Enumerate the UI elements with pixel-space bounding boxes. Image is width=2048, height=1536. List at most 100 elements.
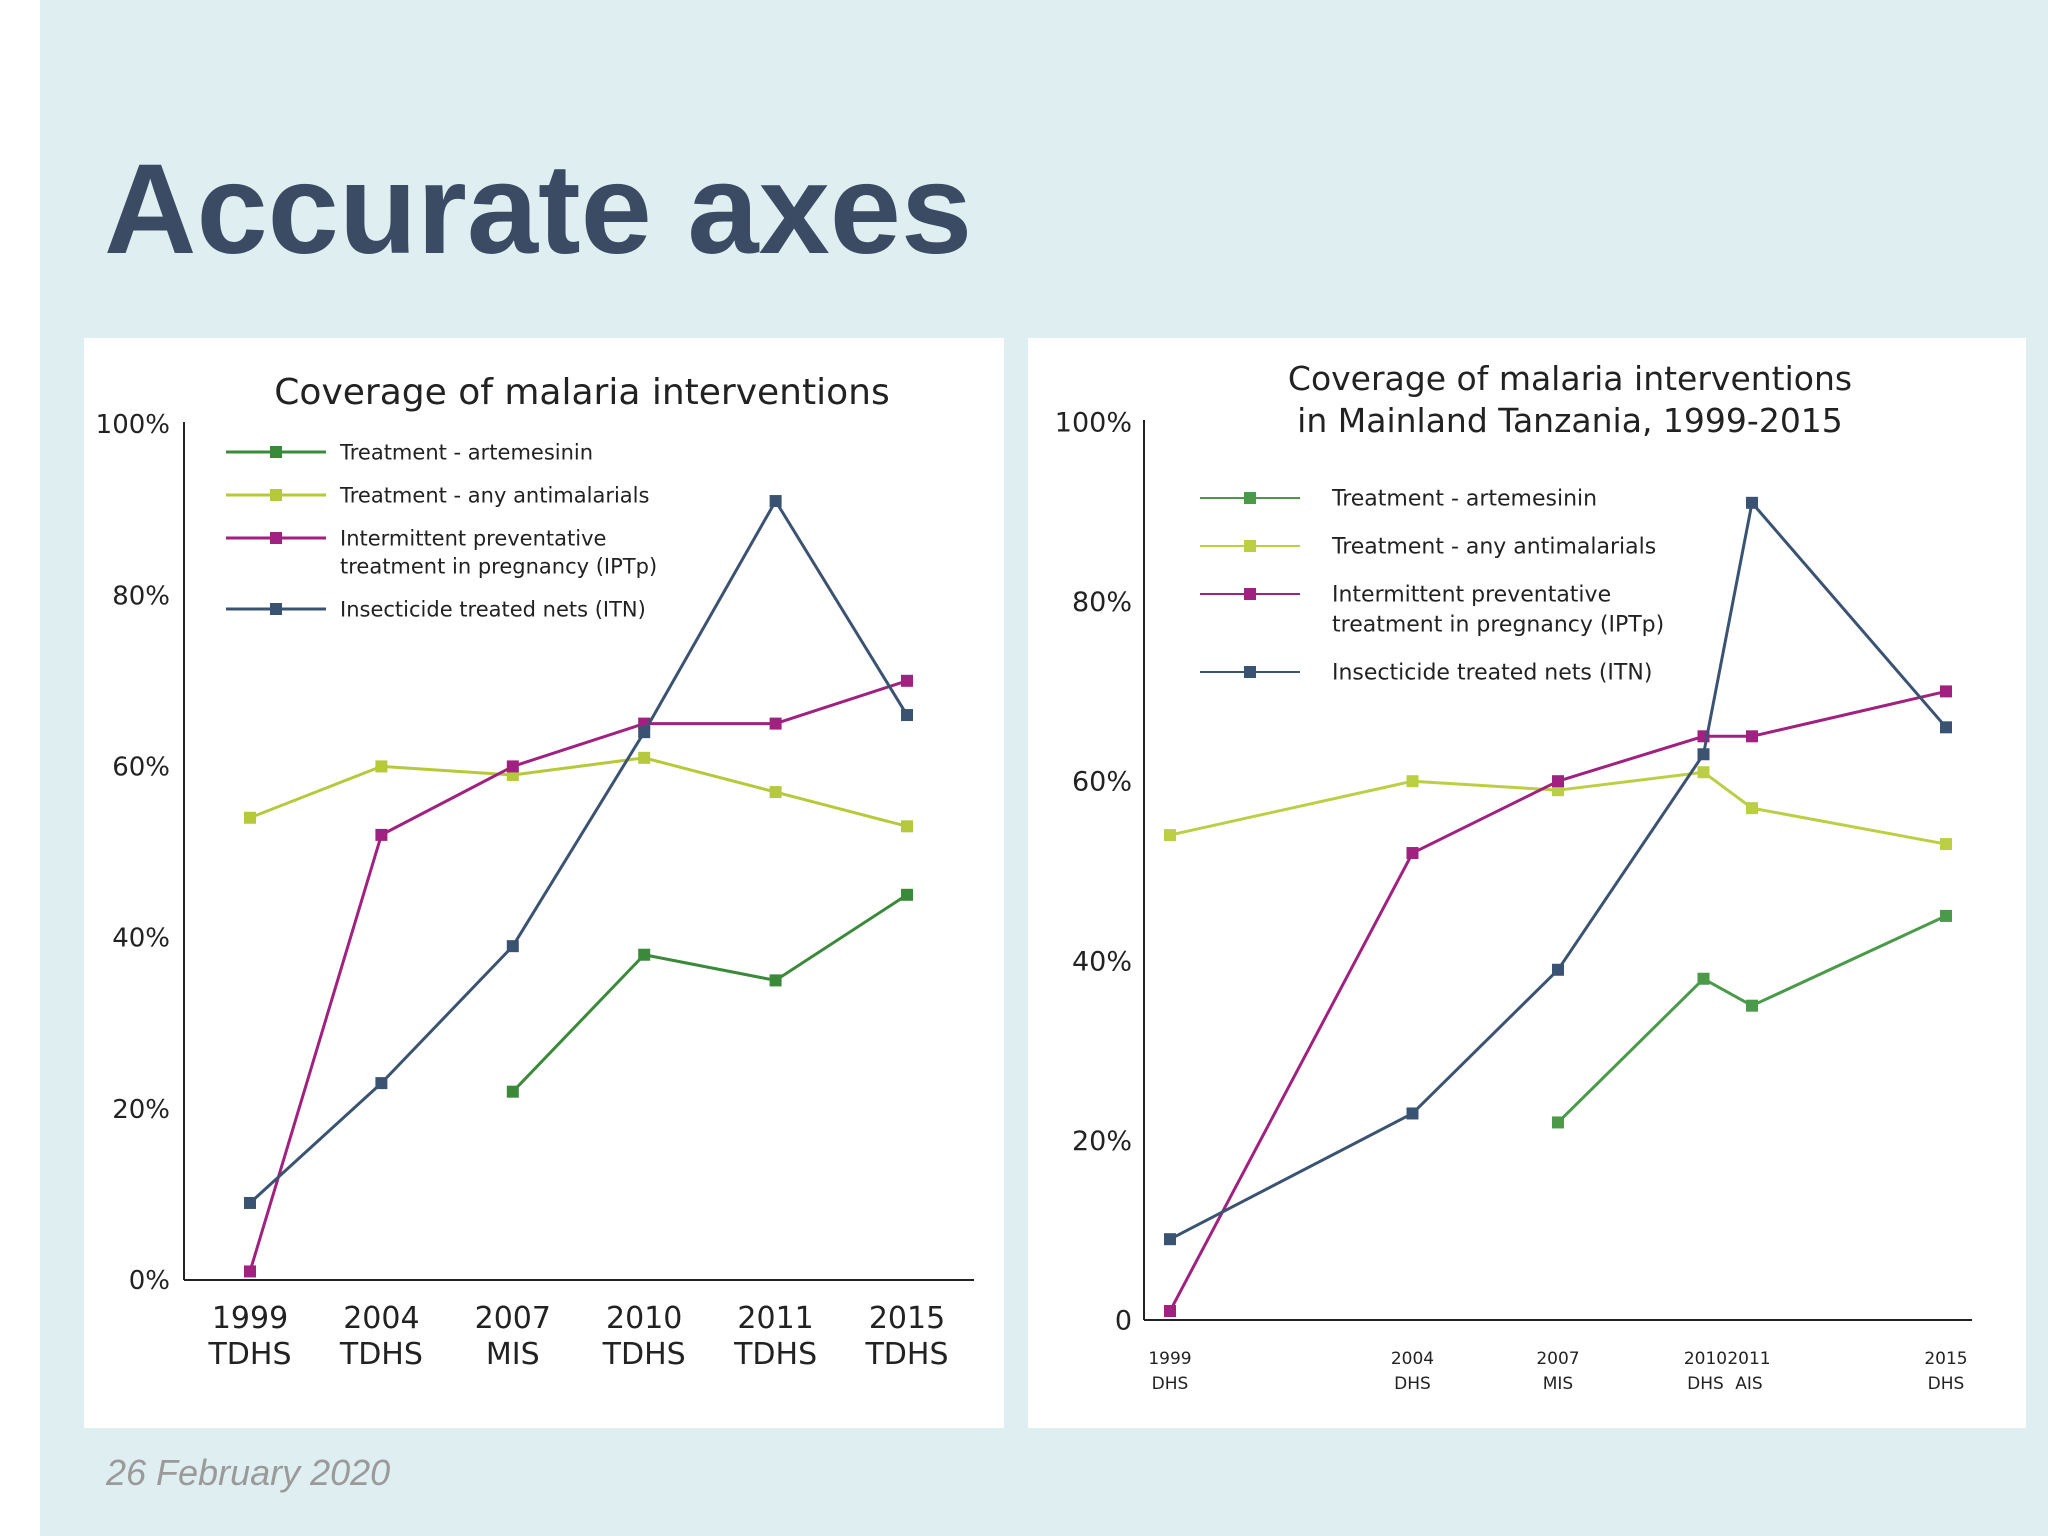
left-chart-y-tick-label: 40% xyxy=(112,924,170,954)
footer-date: 26 February 2020 xyxy=(106,1452,391,1493)
right-chart-data-point xyxy=(1940,721,1952,734)
right-chart-data-point xyxy=(1746,999,1758,1012)
left-chart-y-tick-label: 60% xyxy=(112,753,170,783)
left-chart-series-line-0 xyxy=(511,893,908,1093)
left-chart-data-point xyxy=(769,717,782,730)
right-chart-data-point xyxy=(1697,766,1710,779)
right-chart-legend-label: Treatment - any antimalarials xyxy=(1331,535,1656,560)
left-chart-x-tick-label: 2007 xyxy=(475,1301,551,1336)
left-edge-strip xyxy=(0,0,40,1536)
left-chart-data-point xyxy=(506,760,519,773)
right-chart-series-line-1 xyxy=(1169,770,1947,846)
left-chart-data-point xyxy=(638,948,651,961)
right-chart-legend-label: Treatment - artemesinin xyxy=(1331,487,1597,512)
right-chart-data-point xyxy=(1940,685,1952,698)
left-chart-x-tick-label: 1999 xyxy=(212,1301,288,1336)
left-chart-y-tick-label: 20% xyxy=(112,1095,170,1125)
left-chart-legend-swatch-marker xyxy=(270,532,282,544)
left-chart-x-tick-label: MIS xyxy=(486,1337,540,1372)
left-chart-legend-label: treatment in pregnancy (IPTp) xyxy=(340,554,657,578)
left-chart-data-point xyxy=(375,1077,388,1090)
right-chart-y-tick-label: 100% xyxy=(1055,407,1132,438)
left-chart-x-tick-label: TDHS xyxy=(339,1337,423,1372)
chart-left-svg: Coverage of malaria interventions 0% 20% 40… xyxy=(96,372,974,1372)
left-chart-y-tick-label: 80% xyxy=(112,581,170,611)
right-chart-legend-swatch-marker xyxy=(1244,666,1256,678)
right-chart-x-tick-label: 2010 xyxy=(1684,1349,1727,1369)
right-chart-x-tick-label: 2004 xyxy=(1391,1349,1434,1369)
left-chart-data-point xyxy=(244,811,256,824)
left-chart-legend-swatch-marker xyxy=(270,489,282,501)
left-chart-x-tick-label: 2004 xyxy=(343,1301,419,1336)
right-chart-data-point xyxy=(1746,730,1758,743)
left-chart-legend-swatch-marker xyxy=(270,603,282,615)
right-chart-data-point xyxy=(1697,748,1710,761)
left-chart-legend-label: Intermittent preventative xyxy=(340,526,606,550)
right-chart-x-tick-label: AIS xyxy=(1735,1374,1762,1394)
left-chart-data-point xyxy=(769,495,782,508)
left-chart-x-tick-label: 2011 xyxy=(737,1301,813,1336)
right-chart-data-point xyxy=(1406,1107,1419,1120)
left-chart-data-point xyxy=(244,1196,256,1209)
left-chart-legend-label: Insecticide treated nets (ITN) xyxy=(340,597,646,621)
right-chart-title-line: in Mainland Tanzania, 1999-2015 xyxy=(1297,401,1843,440)
right-chart-series-line-2 xyxy=(1168,689,1947,1312)
right-chart-data-point xyxy=(1552,775,1564,788)
right-chart-x-tick-label: 1999 xyxy=(1148,1349,1191,1369)
right-chart-x-tick-label: 2015 xyxy=(1924,1349,1967,1369)
left-chart-x-tick-label: 2015 xyxy=(869,1301,945,1336)
right-chart-x-tick-label: MIS xyxy=(1543,1374,1573,1394)
left-chart-data-point xyxy=(901,674,913,687)
left-chart-data-point xyxy=(769,786,782,799)
right-chart-data-point xyxy=(1940,909,1952,922)
left-chart-data-point xyxy=(638,726,651,739)
left-chart-series-line-2 xyxy=(248,679,908,1272)
right-chart-x-tick-label: DHS xyxy=(1687,1374,1724,1394)
right-chart-legend-swatch-marker xyxy=(1244,540,1256,552)
left-chart-data-point xyxy=(375,828,388,841)
right-chart-data-point xyxy=(1746,496,1758,509)
left-chart-data-point xyxy=(244,1265,256,1278)
left-chart-data-point xyxy=(901,820,913,833)
right-chart-data-point xyxy=(1164,829,1176,842)
left-chart-data-point xyxy=(638,751,651,764)
right-chart-y-tick-label: 40% xyxy=(1072,946,1132,977)
left-chart-data-point xyxy=(506,940,519,953)
right-chart-legend-label: Insecticide treated nets (ITN) xyxy=(1332,661,1652,686)
right-chart-x-tick-label: 2007 xyxy=(1536,1349,1579,1369)
right-chart-data-point xyxy=(1406,847,1419,860)
left-chart-title-line: Coverage of malaria interventions xyxy=(274,372,889,413)
left-chart-x-tick-label: TDHS xyxy=(207,1337,291,1372)
right-chart-x-tick-label: 2011 xyxy=(1727,1349,1770,1369)
right-chart-data-point xyxy=(1552,1116,1564,1129)
right-chart-legend-swatch-marker xyxy=(1244,492,1256,504)
left-chart-legend-label: Treatment - any antimalarials xyxy=(339,483,649,507)
left-chart-x-tick-label: TDHS xyxy=(733,1337,817,1372)
right-chart-data-point xyxy=(1164,1305,1176,1318)
right-chart-data-point xyxy=(1164,1233,1176,1246)
left-chart-x-tick-label: TDHS xyxy=(602,1337,686,1372)
left-chart-data-point xyxy=(769,974,782,987)
right-chart-y-tick-label: 20% xyxy=(1072,1126,1132,1157)
right-chart-legend-swatch-marker xyxy=(1244,588,1256,600)
right-chart-data-point xyxy=(1697,972,1710,985)
right-chart-x-tick-label: DHS xyxy=(1928,1374,1965,1394)
left-chart-x-tick-label: 2010 xyxy=(606,1301,682,1336)
left-chart-data-point xyxy=(506,1085,519,1098)
right-chart-legend-label: treatment in pregnancy (IPTp) xyxy=(1332,613,1664,638)
left-chart-y-tick-label: 0% xyxy=(129,1266,170,1296)
left-chart-series-line-1 xyxy=(249,756,908,828)
left-chart-legend-swatch-marker xyxy=(270,446,282,458)
right-chart-data-point xyxy=(1552,963,1564,976)
left-chart-data-point xyxy=(901,709,913,722)
left-chart-legend-label: Treatment - artemesinin xyxy=(339,440,593,464)
left-chart-data-point xyxy=(375,760,388,773)
right-chart-series-line-0 xyxy=(1556,914,1947,1124)
right-chart-x-tick-label: DHS xyxy=(1394,1374,1431,1394)
left-chart-data-point xyxy=(901,888,913,901)
right-chart-legend-label: Intermittent preventative xyxy=(1332,583,1611,608)
right-chart-y-tick-label: 0 xyxy=(1115,1305,1132,1336)
chart-panel-left: Coverage of malaria interventions 0% 20% 40… xyxy=(84,338,1004,1428)
right-chart-series-line-3 xyxy=(1169,501,1948,1241)
